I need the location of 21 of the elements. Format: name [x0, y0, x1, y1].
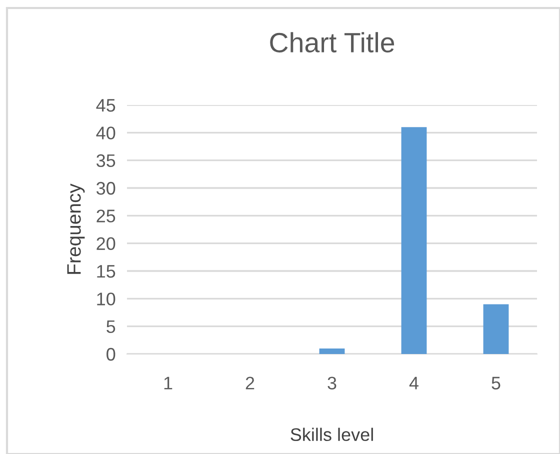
x-tick-label: 2 [246, 376, 254, 390]
y-tick-label: 40 [96, 126, 116, 140]
x-tick-label: 1 [164, 376, 172, 390]
bar [401, 127, 427, 354]
y-tick-label: 20 [96, 237, 116, 250]
bar [319, 348, 345, 354]
y-tick-label: 5 [106, 320, 116, 334]
x-tick-label: 3 [328, 376, 336, 390]
y-tick-label: 35 [96, 154, 116, 168]
y-tick-label: 30 [96, 182, 116, 195]
bar [483, 304, 509, 354]
y-tick-label: 45 [96, 99, 116, 112]
y-axis-title: Frequency [67, 184, 85, 274]
x-tick-label: 4 [409, 376, 418, 390]
y-tick-label: 10 [97, 292, 116, 306]
y-tick-label: 15 [97, 265, 116, 278]
chart-title: Chart Title [270, 32, 394, 52]
y-tick-label: 25 [96, 210, 116, 222]
x-axis-title: Skills level [290, 428, 373, 442]
x-tick-label: 5 [492, 376, 500, 390]
y-tick-label: 0 [106, 348, 116, 361]
